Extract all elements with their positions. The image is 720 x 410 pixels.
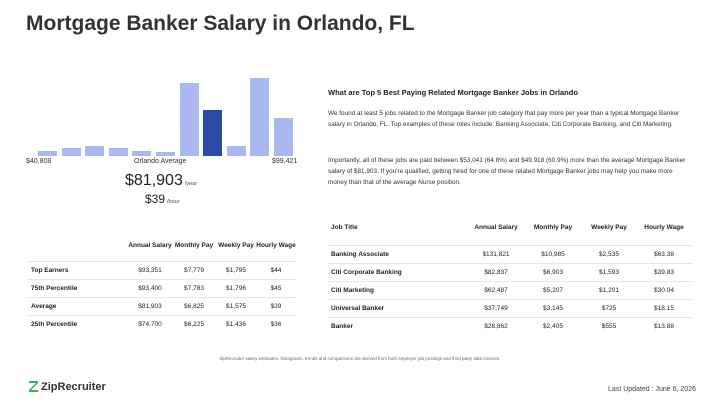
- row-label: Top Earners: [28, 260, 128, 279]
- table-cell: $3,145: [524, 298, 582, 317]
- related-jobs-summary: Importantly, all of these jobs are paid …: [328, 157, 686, 186]
- table-cell: $18.15: [636, 298, 692, 317]
- table-cell: $1,796: [216, 278, 256, 297]
- table-cell: $93,351: [128, 260, 172, 279]
- table-cell: $1,436: [216, 314, 256, 333]
- table-cell: $555: [582, 316, 636, 335]
- column-header: Weekly Pay: [218, 241, 254, 249]
- column-header: Monthly Pay: [174, 241, 214, 249]
- table-cell: $93,400: [128, 278, 172, 297]
- ziprecruiter-logo[interactable]: ZipRecruiter: [28, 380, 106, 393]
- hourly-wage-unit: /hour: [167, 199, 180, 205]
- table-cell: $725: [582, 298, 636, 317]
- table-row: 25th Percentile $74,700 $6,225 $1,436 $3…: [28, 314, 296, 333]
- histogram-bar: [61, 148, 81, 156]
- job-title-cell: Citi Corporate Banking: [328, 262, 468, 281]
- annual-salary-value: $81,903: [125, 172, 183, 189]
- job-title-cell: Banking Associate: [328, 244, 468, 263]
- column-header: Annual Salary: [474, 224, 518, 232]
- table-cell: $63.38: [636, 244, 692, 263]
- table-cell: $10,985: [524, 244, 582, 263]
- percentile-table-header: Annual Salary Monthly Pay Weekly Pay Hou…: [28, 231, 296, 261]
- table-cell: $7,783: [172, 278, 216, 297]
- job-title-cell: Citi Marketing: [328, 280, 468, 299]
- annual-salary-unit: /year: [184, 181, 198, 187]
- table-cell: $81,903: [128, 296, 172, 315]
- column-header: Hourly Wage: [256, 241, 296, 249]
- last-updated: Last Updated : June 6, 2026: [608, 386, 696, 393]
- table-cell: $45: [256, 278, 296, 297]
- table-cell: $1,201: [582, 280, 636, 299]
- table-row: Average $81,903 $6,825 $1,575 $39: [28, 296, 296, 315]
- table-cell: $74,700: [128, 314, 172, 333]
- related-jobs-table: Job Title Annual Salary Monthly Pay Week…: [328, 212, 692, 335]
- histogram-min-label: $40,808: [26, 158, 52, 165]
- table-cell: $36: [256, 314, 296, 333]
- histogram-max-label: $99,421: [272, 158, 298, 165]
- row-label: Average: [28, 296, 128, 315]
- table-cell: $39: [256, 296, 296, 315]
- related-jobs-intro: We found at least 5 jobs related to the …: [328, 110, 680, 128]
- row-label: 25th Percentile: [28, 314, 128, 333]
- histogram-bar: [156, 152, 175, 156]
- column-header: Annual Salary: [128, 241, 172, 249]
- table-row: 75th Percentile $93,400 $7,783 $1,796 $4…: [28, 278, 296, 297]
- histogram-bar-average: [203, 110, 223, 156]
- table-cell: $1,795: [216, 260, 256, 279]
- job-title-cell: Universal Banker: [328, 298, 468, 317]
- table-cell: $6,225: [172, 314, 216, 333]
- table-cell: $13.88: [636, 316, 692, 335]
- table-cell: $7,779: [172, 260, 216, 279]
- table-row: Banking Associate $131,821 $10,985 $2,53…: [328, 244, 692, 263]
- table-cell: $1,575: [216, 296, 256, 315]
- histogram-bar: [132, 151, 152, 156]
- histogram-bar: [250, 78, 270, 156]
- histogram-mid-label: Orlando Average: [134, 158, 187, 165]
- column-header: Weekly Pay: [591, 224, 627, 232]
- column-header: Job Title: [331, 224, 358, 232]
- histogram-bar: [38, 151, 57, 156]
- table-cell: $30.04: [636, 280, 692, 299]
- table-cell: $82,837: [468, 262, 524, 281]
- table-cell: $62,487: [468, 280, 524, 299]
- column-header: Monthly Pay: [533, 224, 573, 232]
- table-cell: $37,749: [468, 298, 524, 317]
- salary-histogram: [28, 72, 298, 156]
- table-cell: $5,207: [524, 280, 582, 299]
- histogram-bar: [274, 118, 293, 156]
- logo-wordmark: ZipRecruiter: [41, 380, 106, 393]
- histogram-bar: [179, 83, 199, 156]
- table-cell: $28,862: [468, 316, 524, 335]
- table-row: Top Earners $93,351 $7,779 $1,795 $44: [28, 260, 296, 279]
- histogram-bar: [226, 146, 246, 156]
- table-cell: $44: [256, 260, 296, 279]
- table-row: Citi Corporate Banking $82,837 $6,903 $1…: [328, 262, 692, 281]
- table-cell: $39.83: [636, 262, 692, 281]
- table-row: Universal Banker $37,749 $3,145 $725 $18…: [328, 298, 692, 317]
- table-row: Citi Marketing $62,487 $5,207 $1,201 $30…: [328, 280, 692, 299]
- job-title-cell: Banker: [328, 316, 468, 335]
- related-jobs-table-header: Job Title Annual Salary Monthly Pay Week…: [328, 212, 692, 245]
- column-header: [28, 231, 128, 261]
- column-header: Hourly Wage: [644, 224, 684, 232]
- table-row: Banker $28,862 $2,405 $555 $13.88: [328, 316, 692, 335]
- table-cell: $1,593: [582, 262, 636, 281]
- average-hourly-wage: $39/hour: [145, 192, 180, 206]
- related-jobs-heading: What are Top 5 Best Paying Related Mortg…: [328, 88, 578, 97]
- page-title: Mortgage Banker Salary in Orlando, FL: [26, 12, 415, 35]
- table-cell: $2,535: [582, 244, 636, 263]
- data-source-footnote: ZipRecruiter salary estimates, histogram…: [219, 356, 501, 361]
- table-cell: $2,405: [524, 316, 582, 335]
- ziprecruiter-logo-icon: [29, 381, 38, 392]
- histogram-bar: [108, 148, 128, 156]
- average-annual-salary: $81,903/year: [125, 172, 197, 190]
- table-cell: $6,825: [172, 296, 216, 315]
- percentile-table: Annual Salary Monthly Pay Weekly Pay Hou…: [28, 231, 296, 333]
- hourly-wage-value: $39: [145, 192, 166, 206]
- table-cell: $6,903: [524, 262, 582, 281]
- table-cell: $131,821: [468, 244, 524, 263]
- row-label: 75th Percentile: [28, 278, 128, 297]
- histogram-bar: [85, 146, 105, 156]
